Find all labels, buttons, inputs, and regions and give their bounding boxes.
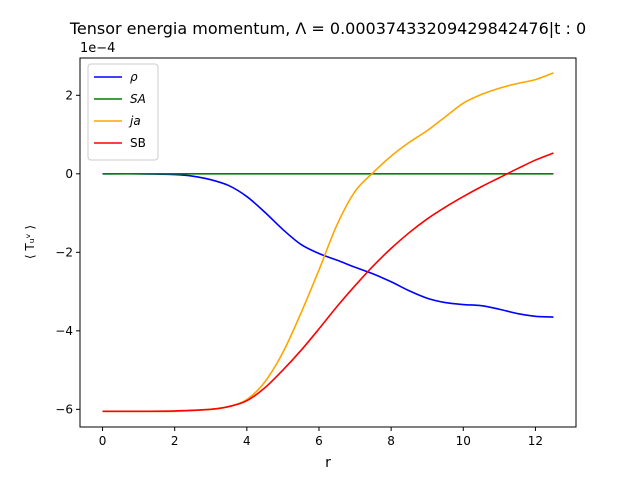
x-tick-label: 6 — [315, 434, 323, 448]
x-tick-label: 0 — [99, 434, 107, 448]
x-tick-label: 8 — [387, 434, 395, 448]
legend: ρ SA ja SB — [87, 63, 159, 161]
legend-label: ja — [128, 114, 141, 128]
series-layer — [102, 72, 554, 413]
legend-label: ρ — [130, 70, 138, 84]
y-axis: −6 −4 −2 0 2 — [55, 88, 80, 416]
x-axis-label: r — [325, 455, 331, 471]
legend-label: SB — [130, 136, 146, 150]
x-tick-label: 2 — [171, 434, 179, 448]
x-tick-label: 10 — [456, 434, 471, 448]
chart-title: Tensor energia momentum, Λ = 0.000374332… — [69, 19, 586, 38]
series-line-3 — [102, 152, 554, 413]
y-tick-label: −2 — [55, 245, 73, 259]
y-tick-label: −6 — [55, 402, 73, 416]
y-axis-label: ⟨ Tᵤᵛ ⟩ — [23, 225, 37, 259]
legend-box — [87, 63, 159, 161]
plot-area — [79, 57, 577, 428]
y-tick-label: 2 — [65, 88, 73, 102]
y-tick-label: −4 — [55, 324, 73, 338]
legend-label: SA — [130, 92, 146, 106]
y-axis-multiplier: 1e−4 — [80, 41, 115, 56]
axes-frame — [79, 57, 577, 428]
x-tick-label: 12 — [528, 434, 543, 448]
x-axis: 0 2 4 6 8 10 12 — [99, 427, 543, 448]
series-line-0 — [102, 172, 554, 318]
x-tick-label: 4 — [243, 434, 251, 448]
y-tick-label: 0 — [65, 167, 73, 181]
